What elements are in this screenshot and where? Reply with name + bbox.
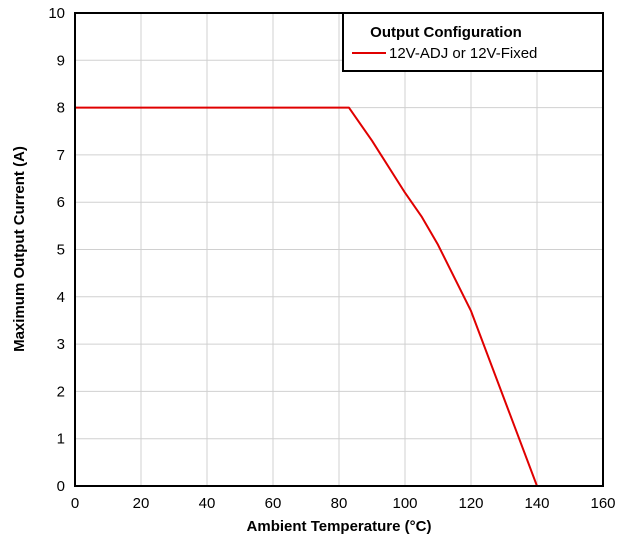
y-tick-label: 1 [57, 431, 65, 448]
y-tick-label: 6 [57, 194, 65, 211]
x-tick-label: 120 [458, 495, 483, 512]
x-tick-label: 140 [524, 495, 549, 512]
y-tick-label: 8 [57, 100, 65, 117]
series-line [75, 106, 538, 487]
x-tick-label: 80 [331, 495, 348, 512]
legend-label: 12V-ADJ or 12V-Fixed [389, 45, 537, 62]
series-lines [75, 106, 538, 487]
y-tick-label: 7 [57, 147, 65, 164]
x-tick-labels: 0 20 40 60 80 100 120 140 160 [71, 495, 616, 512]
x-tick-label: 40 [199, 495, 216, 512]
x-tick-label: 160 [590, 495, 615, 512]
y-tick-label: 3 [57, 336, 65, 353]
y-tick-labels: 0 1 2 3 4 5 6 7 8 9 10 [48, 5, 65, 495]
x-tick-label: 100 [392, 495, 417, 512]
plot-frame [74, 12, 604, 487]
y-tick-label: 2 [57, 383, 65, 400]
y-tick-label: 5 [57, 242, 65, 259]
x-tick-label: 60 [265, 495, 282, 512]
legend-title: Output Configuration [370, 24, 522, 41]
grid-lines [74, 12, 604, 487]
y-tick-label: 9 [57, 52, 65, 69]
x-tick-label: 20 [133, 495, 150, 512]
y-tick-label: 10 [48, 5, 65, 22]
y-axis-title: Maximum Output Current (A) [11, 146, 28, 352]
y-tick-label: 4 [57, 289, 65, 306]
legend: Output Configuration 12V-ADJ or 12V-Fixe… [342, 12, 604, 72]
x-tick-label: 0 [71, 495, 79, 512]
y-tick-label: 0 [57, 478, 65, 495]
x-axis-title: Ambient Temperature (°C) [247, 518, 432, 535]
legend-box [342, 12, 604, 72]
